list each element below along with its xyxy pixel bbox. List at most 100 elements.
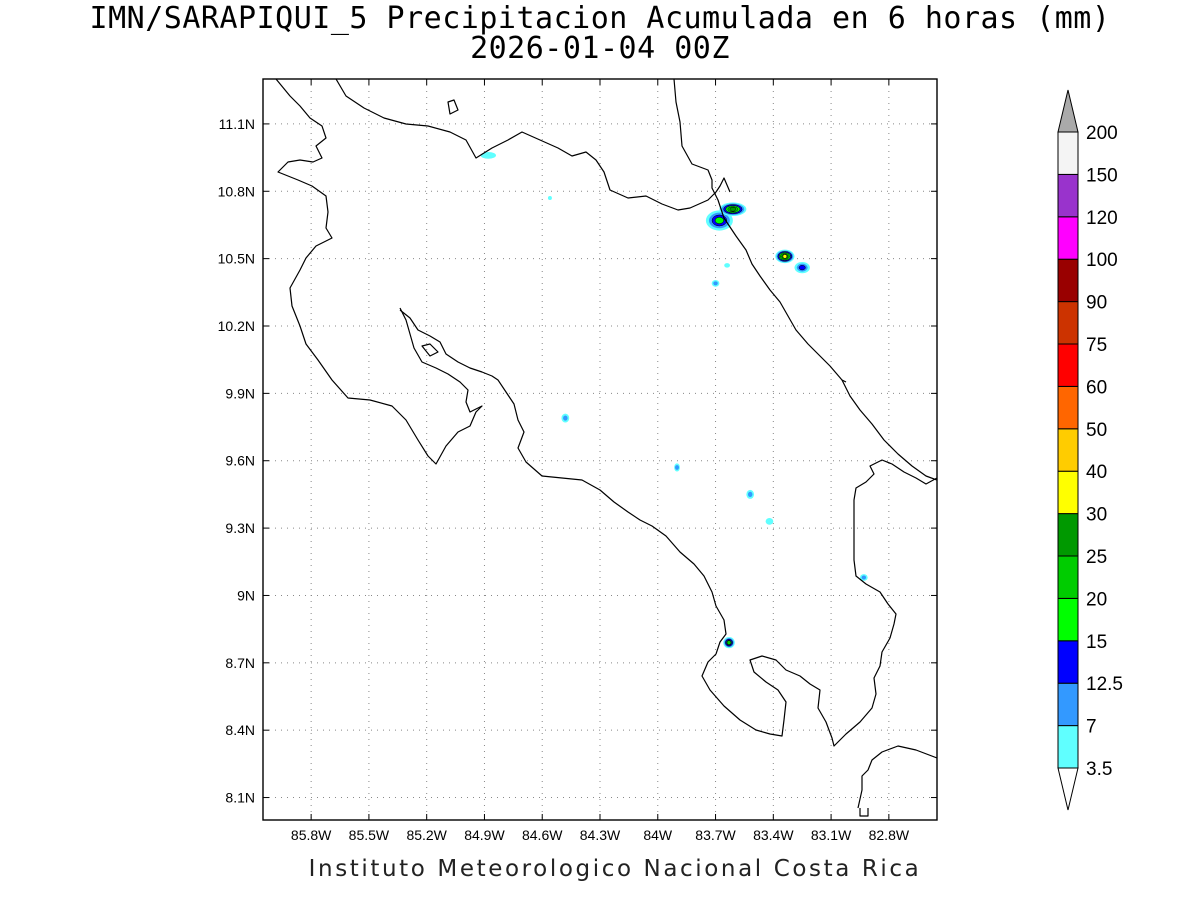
lon-tick-label: 83.7W	[695, 827, 736, 843]
longitude-labels: 85.8W 85.5W 85.2W 84.9W 84.6W 84.3W 84W 83.7W 83…	[291, 827, 910, 843]
colorbar-label: 3.5	[1086, 759, 1112, 780]
colorbar-swatch	[1057, 343, 1079, 387]
lat-tick-label: 9N	[237, 587, 255, 603]
lat-tick-label: 9.3N	[225, 520, 255, 536]
colorbar-label: 12.5	[1086, 674, 1123, 695]
colorbar-over-arrow	[1057, 89, 1079, 133]
lat-tick-label: 9.9N	[225, 385, 255, 401]
footer-credit: Instituto Meteorologico Nacional Costa R…	[308, 856, 922, 882]
isla-uva	[841, 379, 847, 383]
latitude-labels: 11.1N 10.8N 10.5N 10.2N 9.9N 9.6N 9.3N 9N 8.7N 8.…	[218, 116, 255, 806]
precip-contour	[726, 640, 732, 645]
colorbar-label: 75	[1086, 335, 1107, 356]
precip-cell	[746, 489, 755, 499]
lat-tick-label: 9.6N	[225, 453, 255, 469]
caribbean-coast	[673, 79, 937, 481]
graticule	[263, 79, 937, 820]
precip-cell	[705, 210, 733, 231]
lon-tick-label: 84W	[643, 827, 673, 843]
precip-contour	[714, 216, 724, 224]
lat-tick-label: 8.4N	[225, 722, 255, 738]
lat-tick-label: 8.7N	[225, 655, 255, 671]
panama-border-south	[859, 808, 869, 817]
lon-tick-label: 82.8W	[869, 827, 910, 843]
colorbar-swatch	[1057, 385, 1079, 430]
precip-contour	[713, 281, 718, 286]
lat-tick-label: 8.1N	[225, 790, 255, 806]
colorbar-label: 7	[1086, 717, 1097, 738]
precip-contour	[747, 491, 753, 498]
precip-cell	[723, 636, 735, 649]
nicoya-gulf-coast	[399, 309, 937, 747]
precip-contour	[798, 265, 806, 271]
lon-tick-label: 83.1W	[811, 827, 852, 843]
precip-cell	[724, 263, 730, 268]
lat-tick-label: 10.2N	[218, 318, 255, 334]
lat-tick-label: 11.1N	[219, 116, 255, 132]
panama-border	[857, 745, 937, 809]
pacific-coast-north	[275, 79, 483, 465]
lon-tick-label: 84.6W	[522, 827, 563, 843]
colorbar-swatch	[1057, 131, 1079, 175]
colorbar-swatch	[1057, 470, 1079, 515]
precip-cell	[859, 574, 868, 581]
colorbar-label: 100	[1086, 250, 1118, 271]
map-frame	[262, 78, 938, 821]
colorbar-swatch	[1057, 258, 1079, 303]
colorbar-label: 15	[1086, 632, 1107, 653]
precip-contour	[724, 263, 730, 268]
lon-tick-label: 84.3W	[580, 827, 621, 843]
precip-cell	[711, 279, 720, 287]
colorbar-label: 20	[1086, 589, 1107, 610]
colorbar-swatch	[1057, 216, 1079, 260]
precip-cell	[547, 196, 552, 201]
colorbar-label: 150	[1086, 165, 1118, 186]
map-valid-time: 2026-01-04 00Z	[470, 31, 730, 66]
precip-contour	[675, 465, 680, 470]
precip-contour	[547, 196, 552, 201]
precip-contour	[563, 415, 568, 421]
precip-contour	[480, 151, 497, 159]
island-nicoya	[421, 343, 439, 357]
colorbar-swatch	[1057, 173, 1079, 218]
colorbar-label: 25	[1086, 547, 1107, 568]
precip-contour	[861, 575, 867, 580]
colorbar-label: 40	[1086, 462, 1107, 483]
colorbar-under-arrow	[1057, 767, 1079, 811]
nicaragua-border	[335, 79, 731, 211]
colorbar-swatch	[1057, 597, 1079, 642]
precip-cell	[719, 202, 747, 216]
lon-tick-label: 84.9W	[464, 827, 505, 843]
precip-contour	[782, 254, 788, 259]
colorbar-label: 50	[1086, 420, 1107, 441]
colorbar-swatch	[1057, 555, 1079, 599]
lon-tick-label: 83.4W	[753, 827, 794, 843]
colorbar-label: 120	[1086, 208, 1118, 229]
precip-contour	[729, 206, 737, 212]
colorbar-swatch	[1057, 682, 1079, 727]
precip-cell	[480, 151, 497, 159]
colorbar: 3.5 7 12.5 15 20 25 30 40 50 60 75 90 100 120 150 200	[1057, 89, 1123, 811]
coastline	[275, 79, 937, 817]
precip-contour	[765, 517, 774, 525]
colorbar-label: 60	[1086, 377, 1107, 398]
island-north	[447, 99, 459, 115]
colorbar-label: 30	[1086, 505, 1107, 526]
colorbar-swatch	[1057, 513, 1079, 557]
lat-tick-label: 10.5N	[218, 251, 255, 267]
precip-cell	[674, 463, 680, 472]
colorbar-swatch	[1057, 725, 1079, 769]
precip-cell	[794, 262, 810, 274]
colorbar-swatch	[1057, 428, 1079, 472]
precip-cell	[765, 517, 774, 525]
colorbar-swatch	[1057, 640, 1079, 684]
colorbar-label: 200	[1086, 123, 1118, 144]
colorbar-swatch	[1057, 301, 1079, 345]
precip-field	[480, 151, 868, 649]
map-title: IMN/SARAPIQUI_5 Precipitacion Acumulada …	[89, 1, 1111, 36]
lon-tick-label: 85.2W	[406, 827, 447, 843]
lat-tick-label: 10.8N	[218, 183, 255, 199]
lon-tick-label: 85.5W	[349, 827, 390, 843]
lon-tick-label: 85.8W	[291, 827, 332, 843]
